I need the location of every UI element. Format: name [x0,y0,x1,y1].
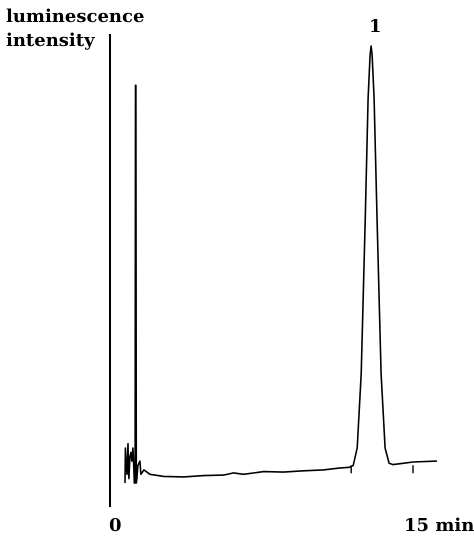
x-tick-label-0: 0 [109,515,122,536]
y-axis-label-line-2: intensity [6,30,95,51]
peak-label-1: 1 [369,16,382,37]
x-tick-label-15: 15 min [404,515,474,536]
chromatogram-trace-0 [124,45,437,484]
y-axis-label-line-1: luminescence [6,6,145,27]
